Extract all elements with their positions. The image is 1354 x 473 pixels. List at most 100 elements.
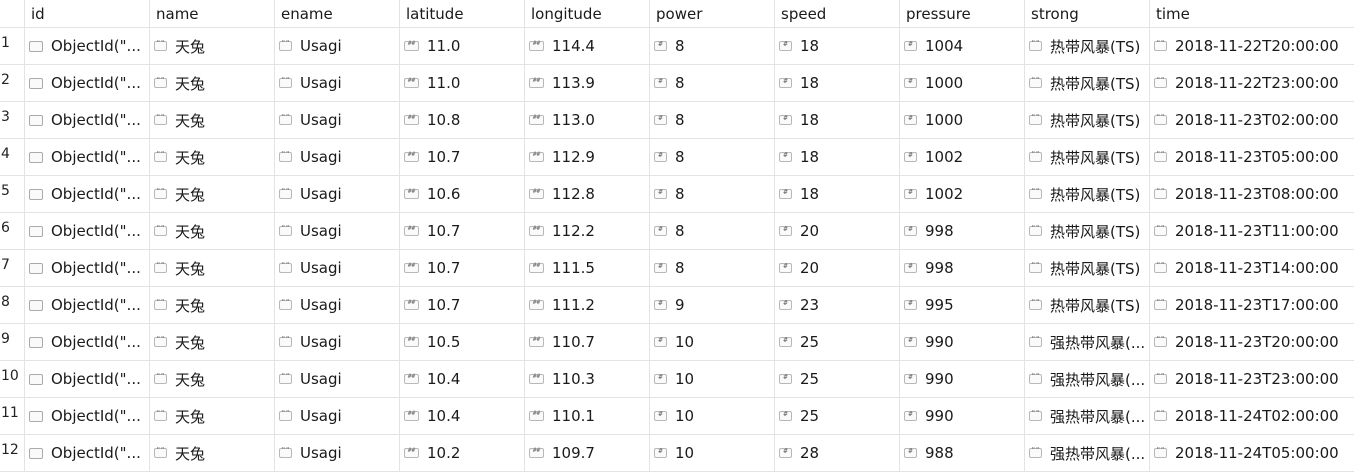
- cell-speed[interactable]: 18: [774, 28, 899, 64]
- cell-strong[interactable]: 强热带风暴(...: [1024, 324, 1149, 360]
- cell-longitude[interactable]: 109.7: [524, 435, 649, 471]
- cell-time[interactable]: 2018-11-23T11:00:00: [1149, 213, 1354, 249]
- cell-name[interactable]: 天兔: [149, 250, 274, 286]
- cell-name[interactable]: 天兔: [149, 65, 274, 101]
- cell-latitude[interactable]: 10.7: [399, 250, 524, 286]
- cell-pressure[interactable]: 1002: [899, 139, 1024, 175]
- row-number[interactable]: 8: [1, 294, 10, 310]
- cell-name[interactable]: 天兔: [149, 176, 274, 212]
- cell-time[interactable]: 2018-11-22T20:00:00: [1149, 28, 1354, 64]
- cell-strong[interactable]: 强热带风暴(...: [1024, 398, 1149, 434]
- cell-power[interactable]: 8: [649, 176, 774, 212]
- table-row[interactable]: 2 ObjectId("... 天兔 Usagi 11.0 113.9 8 18 1000 热带风…: [0, 65, 1354, 102]
- row-number[interactable]: 6: [1, 220, 10, 236]
- cell-pressure[interactable]: 990: [899, 398, 1024, 434]
- cell-latitude[interactable]: 10.7: [399, 139, 524, 175]
- cell-strong[interactable]: 强热带风暴(...: [1024, 435, 1149, 471]
- cell-ename[interactable]: Usagi: [274, 324, 399, 360]
- cell-speed[interactable]: 20: [774, 250, 899, 286]
- cell-pressure[interactable]: 1000: [899, 65, 1024, 101]
- cell-ename[interactable]: Usagi: [274, 287, 399, 323]
- cell-latitude[interactable]: 10.2: [399, 435, 524, 471]
- column-header-longitude[interactable]: longitude: [524, 0, 649, 27]
- cell-power[interactable]: 8: [649, 213, 774, 249]
- cell-time[interactable]: 2018-11-22T23:00:00: [1149, 65, 1354, 101]
- cell-ename[interactable]: Usagi: [274, 139, 399, 175]
- cell-name[interactable]: 天兔: [149, 287, 274, 323]
- cell-strong[interactable]: 热带风暴(TS): [1024, 102, 1149, 138]
- cell-ename[interactable]: Usagi: [274, 176, 399, 212]
- cell-pressure[interactable]: 995: [899, 287, 1024, 323]
- cell-strong[interactable]: 热带风暴(TS): [1024, 176, 1149, 212]
- cell-pressure[interactable]: 1002: [899, 176, 1024, 212]
- cell-strong[interactable]: 热带风暴(TS): [1024, 65, 1149, 101]
- cell-longitude[interactable]: 111.2: [524, 287, 649, 323]
- table-row[interactable]: 3 ObjectId("... 天兔 Usagi 10.8 113.0 8 18 1000 热带风…: [0, 102, 1354, 139]
- cell-power[interactable]: 10: [649, 398, 774, 434]
- table-row[interactable]: 11 ObjectId("... 天兔 Usagi 10.4 110.1 10 25 990 强热…: [0, 398, 1354, 435]
- table-row[interactable]: 12 ObjectId("... 天兔 Usagi 10.2 109.7 10 28 988 强热…: [0, 435, 1354, 472]
- cell-speed[interactable]: 20: [774, 213, 899, 249]
- cell-name[interactable]: 天兔: [149, 102, 274, 138]
- cell-latitude[interactable]: 10.8: [399, 102, 524, 138]
- cell-latitude[interactable]: 10.7: [399, 287, 524, 323]
- cell-power[interactable]: 8: [649, 250, 774, 286]
- cell-pressure[interactable]: 1004: [899, 28, 1024, 64]
- table-row[interactable]: 9 ObjectId("... 天兔 Usagi 10.5 110.7 10 25 990 强热带…: [0, 324, 1354, 361]
- cell-id[interactable]: ObjectId("...: [24, 435, 149, 471]
- cell-latitude[interactable]: 11.0: [399, 65, 524, 101]
- cell-id[interactable]: ObjectId("...: [24, 65, 149, 101]
- row-number[interactable]: 3: [1, 109, 10, 125]
- cell-id[interactable]: ObjectId("...: [24, 213, 149, 249]
- cell-longitude[interactable]: 112.9: [524, 139, 649, 175]
- cell-id[interactable]: ObjectId("...: [24, 250, 149, 286]
- column-header-strong[interactable]: strong: [1024, 0, 1149, 27]
- cell-time[interactable]: 2018-11-23T17:00:00: [1149, 287, 1354, 323]
- cell-ename[interactable]: Usagi: [274, 361, 399, 397]
- row-number[interactable]: 4: [1, 146, 10, 162]
- row-number[interactable]: 2: [1, 72, 10, 88]
- cell-ename[interactable]: Usagi: [274, 102, 399, 138]
- cell-ename[interactable]: Usagi: [274, 435, 399, 471]
- cell-speed[interactable]: 25: [774, 361, 899, 397]
- row-number[interactable]: 10: [1, 368, 19, 384]
- cell-speed[interactable]: 18: [774, 102, 899, 138]
- cell-longitude[interactable]: 110.1: [524, 398, 649, 434]
- cell-id[interactable]: ObjectId("...: [24, 139, 149, 175]
- cell-name[interactable]: 天兔: [149, 361, 274, 397]
- cell-id[interactable]: ObjectId("...: [24, 28, 149, 64]
- row-number[interactable]: 7: [1, 257, 10, 273]
- cell-pressure[interactable]: 998: [899, 213, 1024, 249]
- cell-name[interactable]: 天兔: [149, 398, 274, 434]
- column-header-power[interactable]: power: [649, 0, 774, 27]
- cell-latitude[interactable]: 10.6: [399, 176, 524, 212]
- cell-speed[interactable]: 25: [774, 398, 899, 434]
- column-header-id[interactable]: id: [24, 0, 149, 27]
- column-header-speed[interactable]: speed: [774, 0, 899, 27]
- cell-speed[interactable]: 18: [774, 65, 899, 101]
- cell-latitude[interactable]: 10.4: [399, 361, 524, 397]
- cell-time[interactable]: 2018-11-24T02:00:00: [1149, 398, 1354, 434]
- table-row[interactable]: 4 ObjectId("... 天兔 Usagi 10.7 112.9 8 18 1002 热带风…: [0, 139, 1354, 176]
- cell-strong[interactable]: 热带风暴(TS): [1024, 28, 1149, 64]
- cell-power[interactable]: 10: [649, 361, 774, 397]
- cell-time[interactable]: 2018-11-23T05:00:00: [1149, 139, 1354, 175]
- cell-ename[interactable]: Usagi: [274, 65, 399, 101]
- cell-ename[interactable]: Usagi: [274, 213, 399, 249]
- cell-power[interactable]: 8: [649, 102, 774, 138]
- cell-power[interactable]: 8: [649, 28, 774, 64]
- cell-longitude[interactable]: 110.3: [524, 361, 649, 397]
- cell-longitude[interactable]: 112.2: [524, 213, 649, 249]
- cell-latitude[interactable]: 10.5: [399, 324, 524, 360]
- cell-strong[interactable]: 热带风暴(TS): [1024, 213, 1149, 249]
- cell-pressure[interactable]: 990: [899, 324, 1024, 360]
- cell-longitude[interactable]: 113.0: [524, 102, 649, 138]
- cell-longitude[interactable]: 114.4: [524, 28, 649, 64]
- cell-time[interactable]: 2018-11-24T05:00:00: [1149, 435, 1354, 471]
- cell-latitude[interactable]: 10.4: [399, 398, 524, 434]
- table-row[interactable]: 1 ObjectId("... 天兔 Usagi 11.0 114.4 8 18 1004 热带风…: [0, 28, 1354, 65]
- row-number[interactable]: 11: [1, 405, 19, 421]
- column-header-pressure[interactable]: pressure: [899, 0, 1024, 27]
- cell-strong[interactable]: 热带风暴(TS): [1024, 139, 1149, 175]
- cell-pressure[interactable]: 1000: [899, 102, 1024, 138]
